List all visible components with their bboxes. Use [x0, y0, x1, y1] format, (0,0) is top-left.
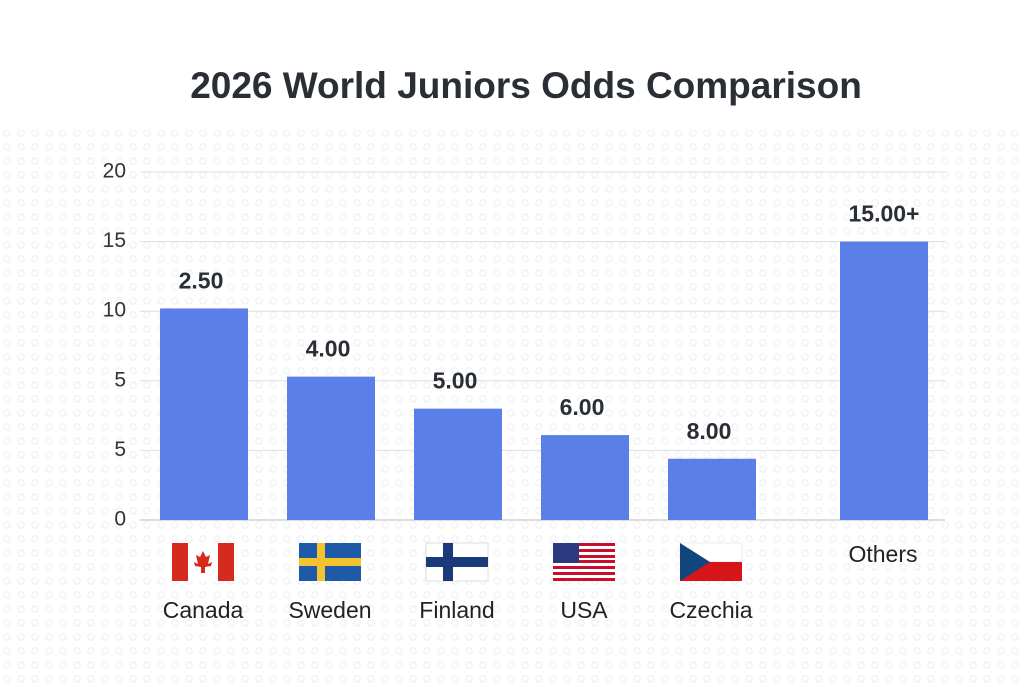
y-tick-label: 5 — [114, 438, 126, 461]
data-label: 4.00 — [306, 336, 351, 362]
bar — [287, 376, 375, 520]
flag-usa — [553, 543, 615, 581]
y-tick-label: 15 — [103, 229, 126, 252]
bar — [668, 458, 756, 520]
x-tick-label: Finland — [419, 597, 494, 623]
y-tick-label: 20 — [103, 160, 126, 183]
y-tick-label: 10 — [103, 299, 126, 322]
bar — [541, 435, 629, 520]
flag-czechia — [679, 542, 743, 581]
x-tick-label: USA — [560, 597, 608, 623]
data-label: 6.00 — [560, 394, 605, 420]
bar — [840, 241, 928, 520]
data-label: 5.00 — [433, 368, 478, 394]
data-label: 8.00 — [687, 418, 732, 444]
chart-title: 2026 World Juniors Odds Comparison — [190, 65, 862, 106]
y-tick-label: 0 — [114, 508, 126, 531]
x-tick-label: Canada — [163, 597, 244, 623]
y-tick-label: 5 — [114, 368, 126, 391]
bar — [160, 308, 248, 520]
flag-sweden — [299, 543, 361, 581]
flag-finland — [425, 542, 489, 582]
x-tick-label: Czechia — [669, 597, 752, 623]
data-label: 2.50 — [179, 267, 224, 293]
x-tick-label: Others — [848, 541, 917, 567]
flag-canada — [172, 543, 234, 581]
data-label: 15.00+ — [849, 201, 920, 227]
bar — [414, 408, 502, 520]
x-tick-label: Sweden — [288, 597, 371, 623]
